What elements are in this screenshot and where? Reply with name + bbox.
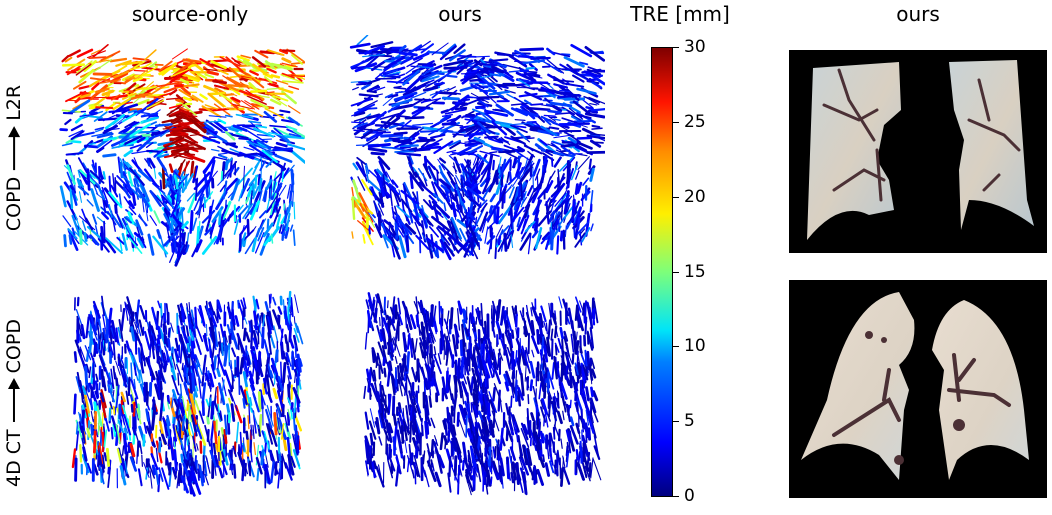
displacement-vectors — [45, 40, 305, 275]
row-source-label: 4D CT — [3, 429, 25, 487]
ct-image-4dct-copd — [789, 280, 1047, 498]
arrow-right-icon — [13, 127, 15, 169]
vector-field-4dct-copd-source-only — [60, 285, 310, 505]
displacement-vectors — [60, 285, 310, 505]
displacement-vectors — [350, 285, 605, 505]
colorbar-tick — [673, 346, 679, 347]
colorbar-tick — [673, 272, 679, 273]
colorbar-tick-label: 5 — [684, 413, 695, 430]
ct-image-copd-l2r — [789, 50, 1047, 253]
row-label-copd-to-l2r: COPD L2R — [0, 45, 28, 270]
vector-field-copd-l2r-source-only — [45, 40, 305, 275]
vector-field-copd-l2r-ours — [335, 35, 605, 275]
row-source-label: COPD — [3, 176, 25, 230]
colorbar-tick — [673, 421, 679, 422]
colorbar-tick-label: 30 — [684, 39, 706, 56]
row-label-4dct-to-copd: 4D CT COPD — [0, 290, 28, 515]
colorbar-tick-label: 0 — [684, 488, 695, 505]
colorbar-tick-label: 25 — [684, 114, 706, 131]
colorbar-tick-label: 20 — [684, 189, 706, 206]
colorbar — [651, 47, 673, 497]
colorbar-tick-label: 10 — [684, 338, 706, 355]
column-title-ours-images: ours — [868, 2, 968, 26]
colorbar-tick — [673, 47, 679, 48]
displacement-vectors — [335, 35, 605, 275]
colorbar-tick — [673, 197, 679, 198]
arrow-right-icon — [13, 380, 15, 422]
colorbar-tick — [673, 122, 679, 123]
row-target-label: L2R — [3, 84, 25, 120]
row-target-label: COPD — [3, 319, 25, 373]
colorbar-tick — [673, 496, 679, 497]
vector-field-4dct-copd-ours — [350, 285, 605, 505]
column-title-source-only: source-only — [110, 2, 270, 26]
colorbar-title: TRE [mm] — [625, 2, 735, 26]
lung-ct-image — [789, 50, 1047, 253]
lung-ct-image — [789, 280, 1047, 498]
colorbar-tick-label: 15 — [684, 264, 706, 281]
column-title-ours-vectors: ours — [410, 2, 510, 26]
